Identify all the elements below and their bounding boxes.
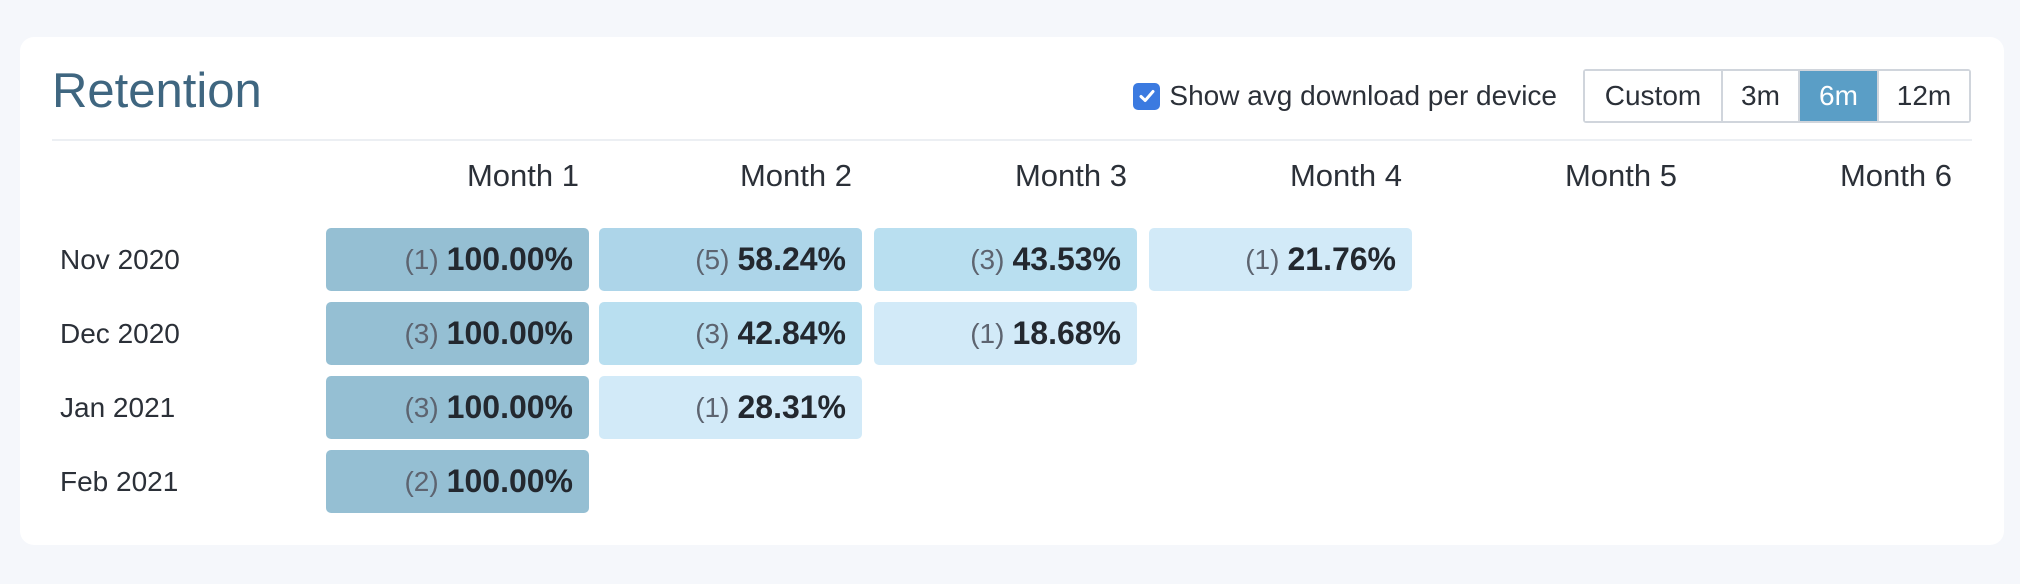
cohort-label: Dec 2020: [60, 317, 180, 349]
range-button-12m[interactable]: 12m: [1879, 71, 1969, 121]
retention-cell[interactable]: (1) 21.76%: [1149, 228, 1412, 291]
cell-count: (1): [695, 391, 730, 423]
retention-cell[interactable]: (5) 58.24%: [599, 228, 862, 291]
retention-cell[interactable]: (3) 43.53%: [874, 228, 1137, 291]
cell-count: (5): [695, 243, 730, 275]
retention-cell[interactable]: (3) 100.00%: [326, 376, 589, 439]
column-header: Month 5: [1564, 158, 1677, 193]
show-avg-label: Show avg download per device: [1169, 80, 1557, 111]
show-avg-toggle[interactable]: Show avg download per device: [1133, 80, 1557, 112]
cell-percentage: 58.24%: [737, 241, 846, 277]
column-header: Month 2: [739, 158, 852, 193]
retention-cell[interactable]: (3) 100.00%: [326, 302, 589, 365]
retention-cell[interactable]: (1) 28.31%: [599, 376, 862, 439]
retention-cell[interactable]: (2) 100.00%: [326, 450, 589, 513]
column-header: Month 1: [466, 158, 579, 193]
cell-percentage: 28.31%: [737, 389, 846, 425]
cell-count: (3): [695, 317, 730, 349]
column-header: Month 4: [1289, 158, 1402, 193]
retention-card: Retention Show avg download per device C…: [20, 37, 2004, 545]
range-button-custom[interactable]: Custom: [1585, 71, 1723, 121]
cell-percentage: 100.00%: [446, 389, 573, 425]
cell-count: (1): [1245, 243, 1280, 275]
cell-count: (3): [404, 317, 439, 349]
cell-count: (3): [404, 391, 439, 423]
range-button-3m[interactable]: 3m: [1723, 71, 1800, 121]
column-header: Month 3: [1014, 158, 1127, 193]
column-header: Month 6: [1839, 158, 1952, 193]
cell-count: (2): [404, 465, 439, 497]
range-selector: Custom 3m 6m 12m: [1583, 69, 1971, 123]
retention-cell[interactable]: (3) 42.84%: [599, 302, 862, 365]
cell-count: (1): [404, 243, 439, 275]
range-button-6m[interactable]: 6m: [1800, 71, 1879, 121]
cell-percentage: 42.84%: [737, 315, 846, 351]
checkbox-checked-icon[interactable]: [1133, 82, 1161, 110]
cell-percentage: 100.00%: [446, 241, 573, 277]
cell-percentage: 21.76%: [1287, 241, 1396, 277]
retention-title: Retention: [52, 64, 262, 118]
cell-percentage: 18.68%: [1012, 315, 1121, 351]
cell-count: (1): [970, 317, 1005, 349]
cohort-label: Feb 2021: [60, 465, 179, 497]
cell-percentage: 43.53%: [1012, 241, 1121, 277]
retention-cell[interactable]: (1) 18.68%: [874, 302, 1137, 365]
header-divider: [52, 139, 1972, 141]
cohort-label: Jan 2021: [60, 391, 176, 423]
cohort-label: Nov 2020: [60, 243, 180, 275]
cell-percentage: 100.00%: [446, 315, 573, 351]
retention-cell[interactable]: (1) 100.00%: [326, 228, 589, 291]
cell-percentage: 100.00%: [446, 463, 573, 499]
retention-controls: Show avg download per device Custom 3m 6m 1…: [1133, 69, 1971, 123]
cell-count: (3): [970, 243, 1005, 275]
